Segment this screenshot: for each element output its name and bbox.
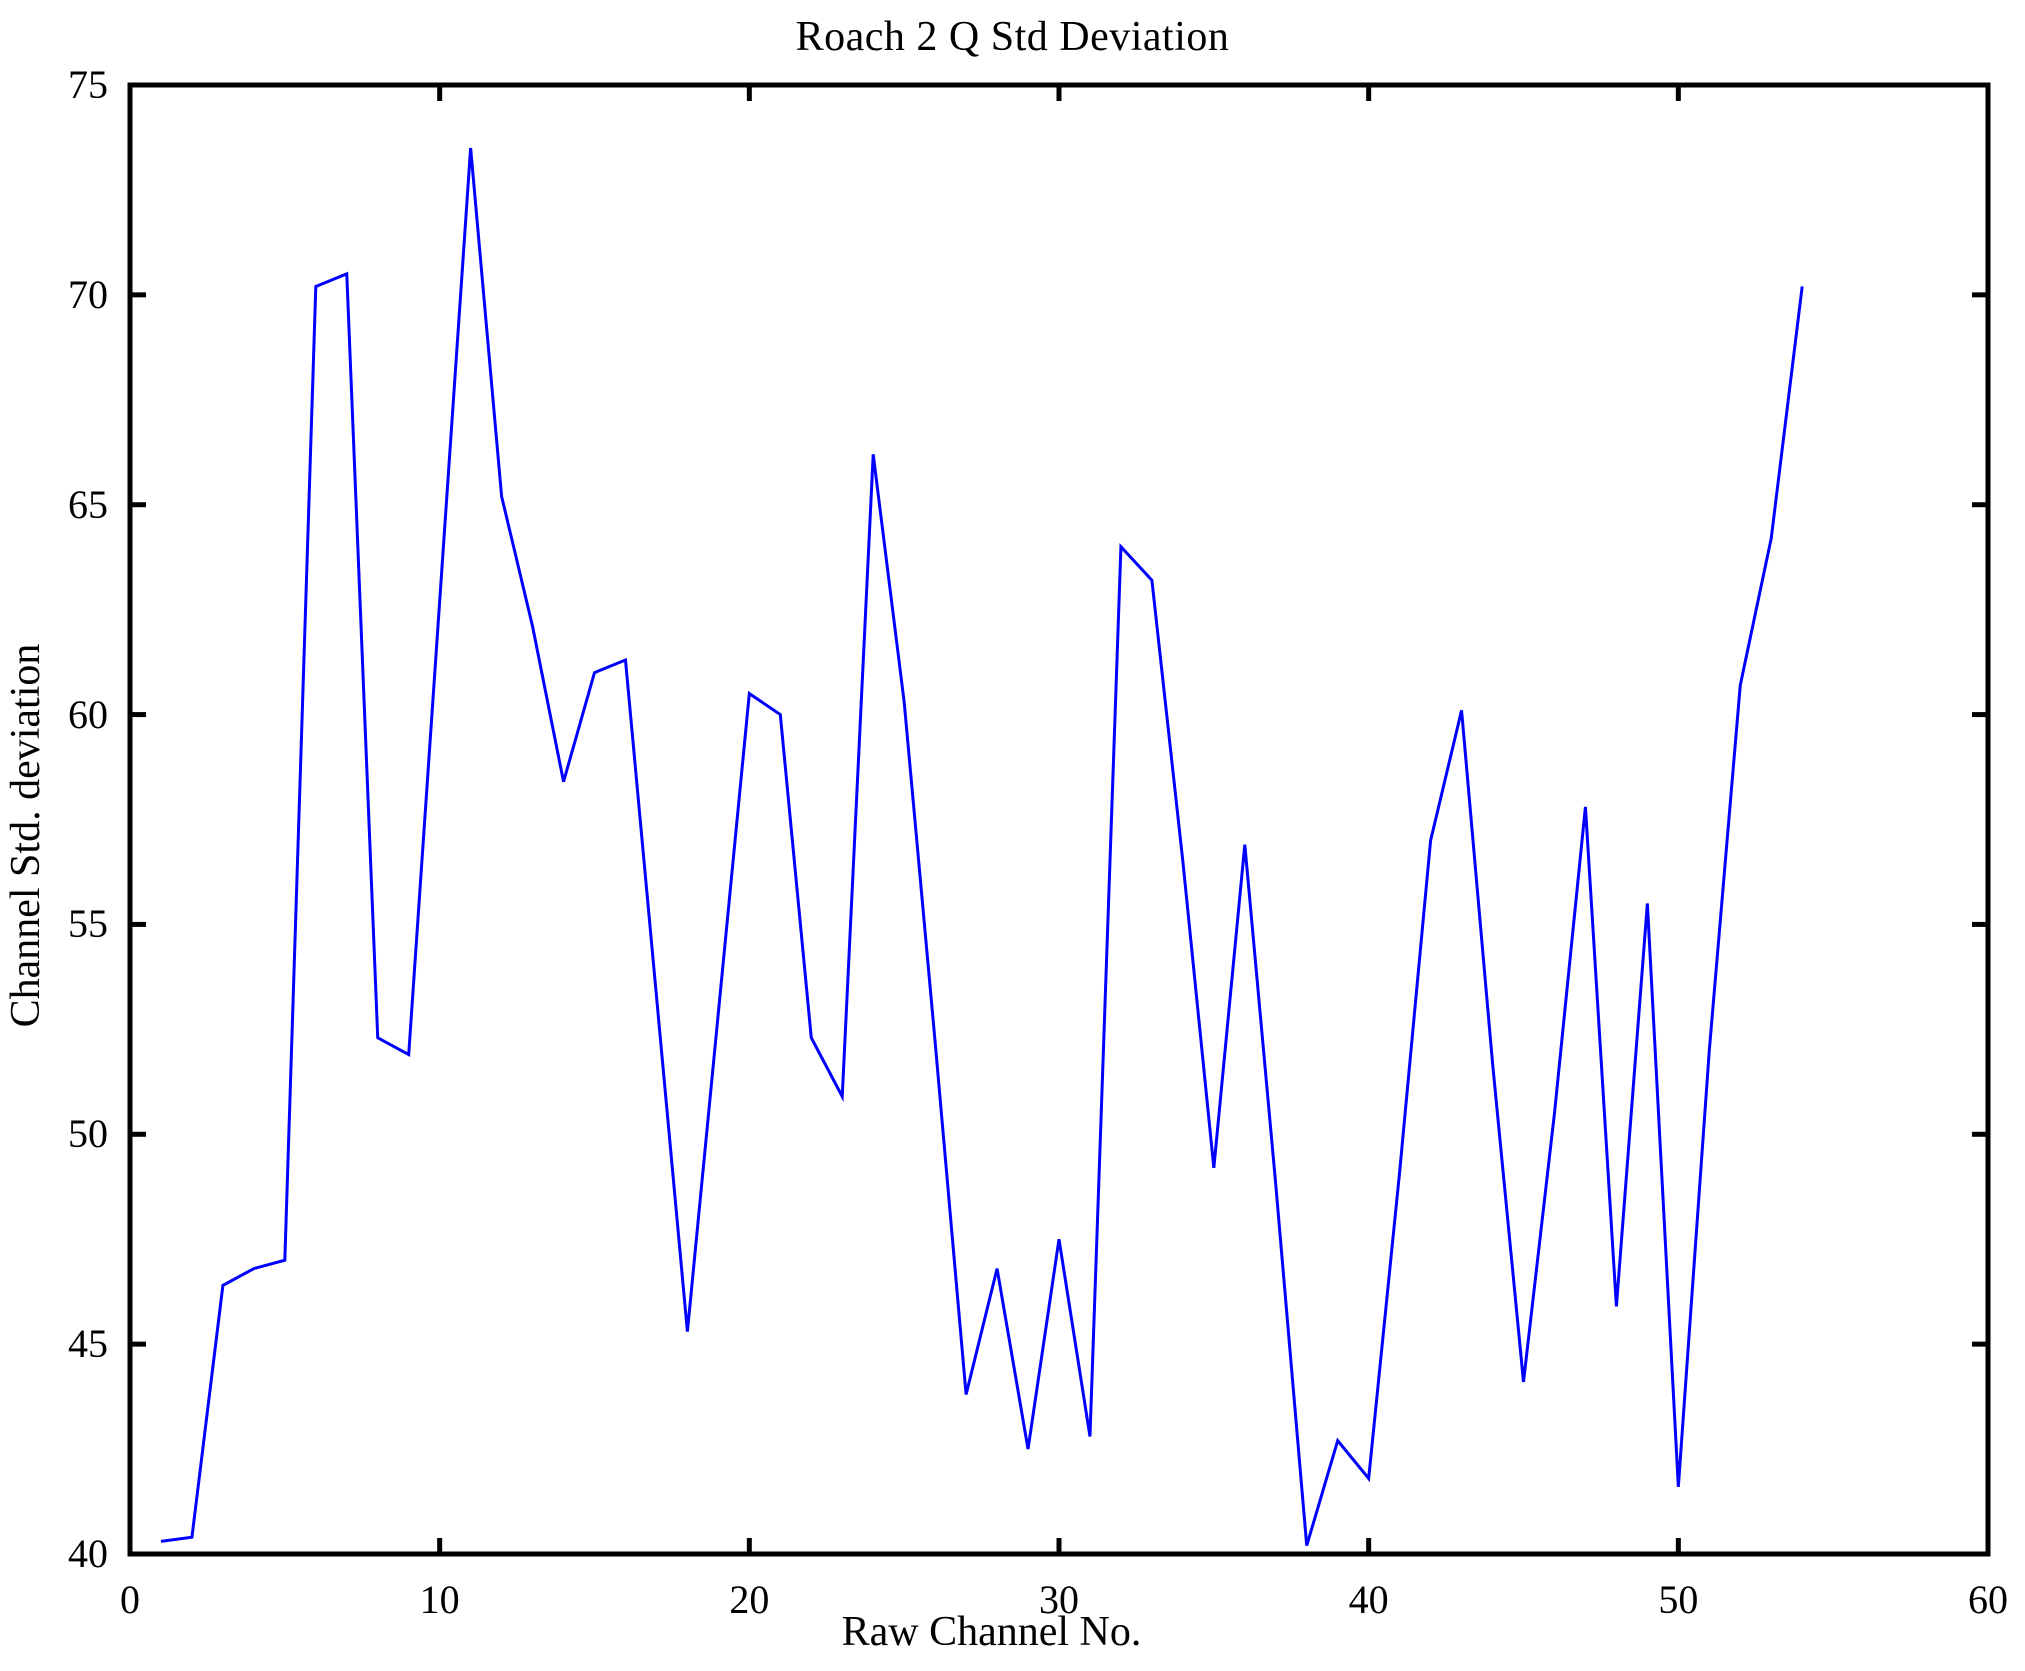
y-axis-title: Channel Std. deviation — [3, 643, 49, 1028]
y-tick-label: 75 — [68, 62, 108, 107]
y-tick-label: 50 — [68, 1111, 108, 1157]
y-tick-label: 55 — [68, 901, 108, 947]
x-axis-title: Raw Channel No. — [841, 1609, 1142, 1655]
y-tick-label: 60 — [68, 691, 108, 737]
y-tick-label: 70 — [68, 271, 108, 317]
data-series-line — [160, 147, 1804, 1547]
x-tick-label: 60 — [1968, 1577, 2008, 1622]
x-tick-label: 20 — [729, 1577, 770, 1622]
y-tick-label: 45 — [68, 1321, 108, 1367]
y-tick-label: 65 — [68, 481, 108, 527]
x-tick-label: 50 — [1658, 1577, 1699, 1622]
x-tick-label: 30 — [1039, 1577, 1079, 1622]
x-tick-label: 0 — [120, 1577, 140, 1622]
y-tick-label: 40 — [68, 1531, 108, 1576]
axes-frame — [127, 82, 1991, 1557]
x-tick-label: 40 — [1348, 1577, 1389, 1622]
x-tick-label: 10 — [419, 1577, 460, 1622]
chart-title: Roach 2 Q Std Deviation — [795, 14, 1230, 60]
